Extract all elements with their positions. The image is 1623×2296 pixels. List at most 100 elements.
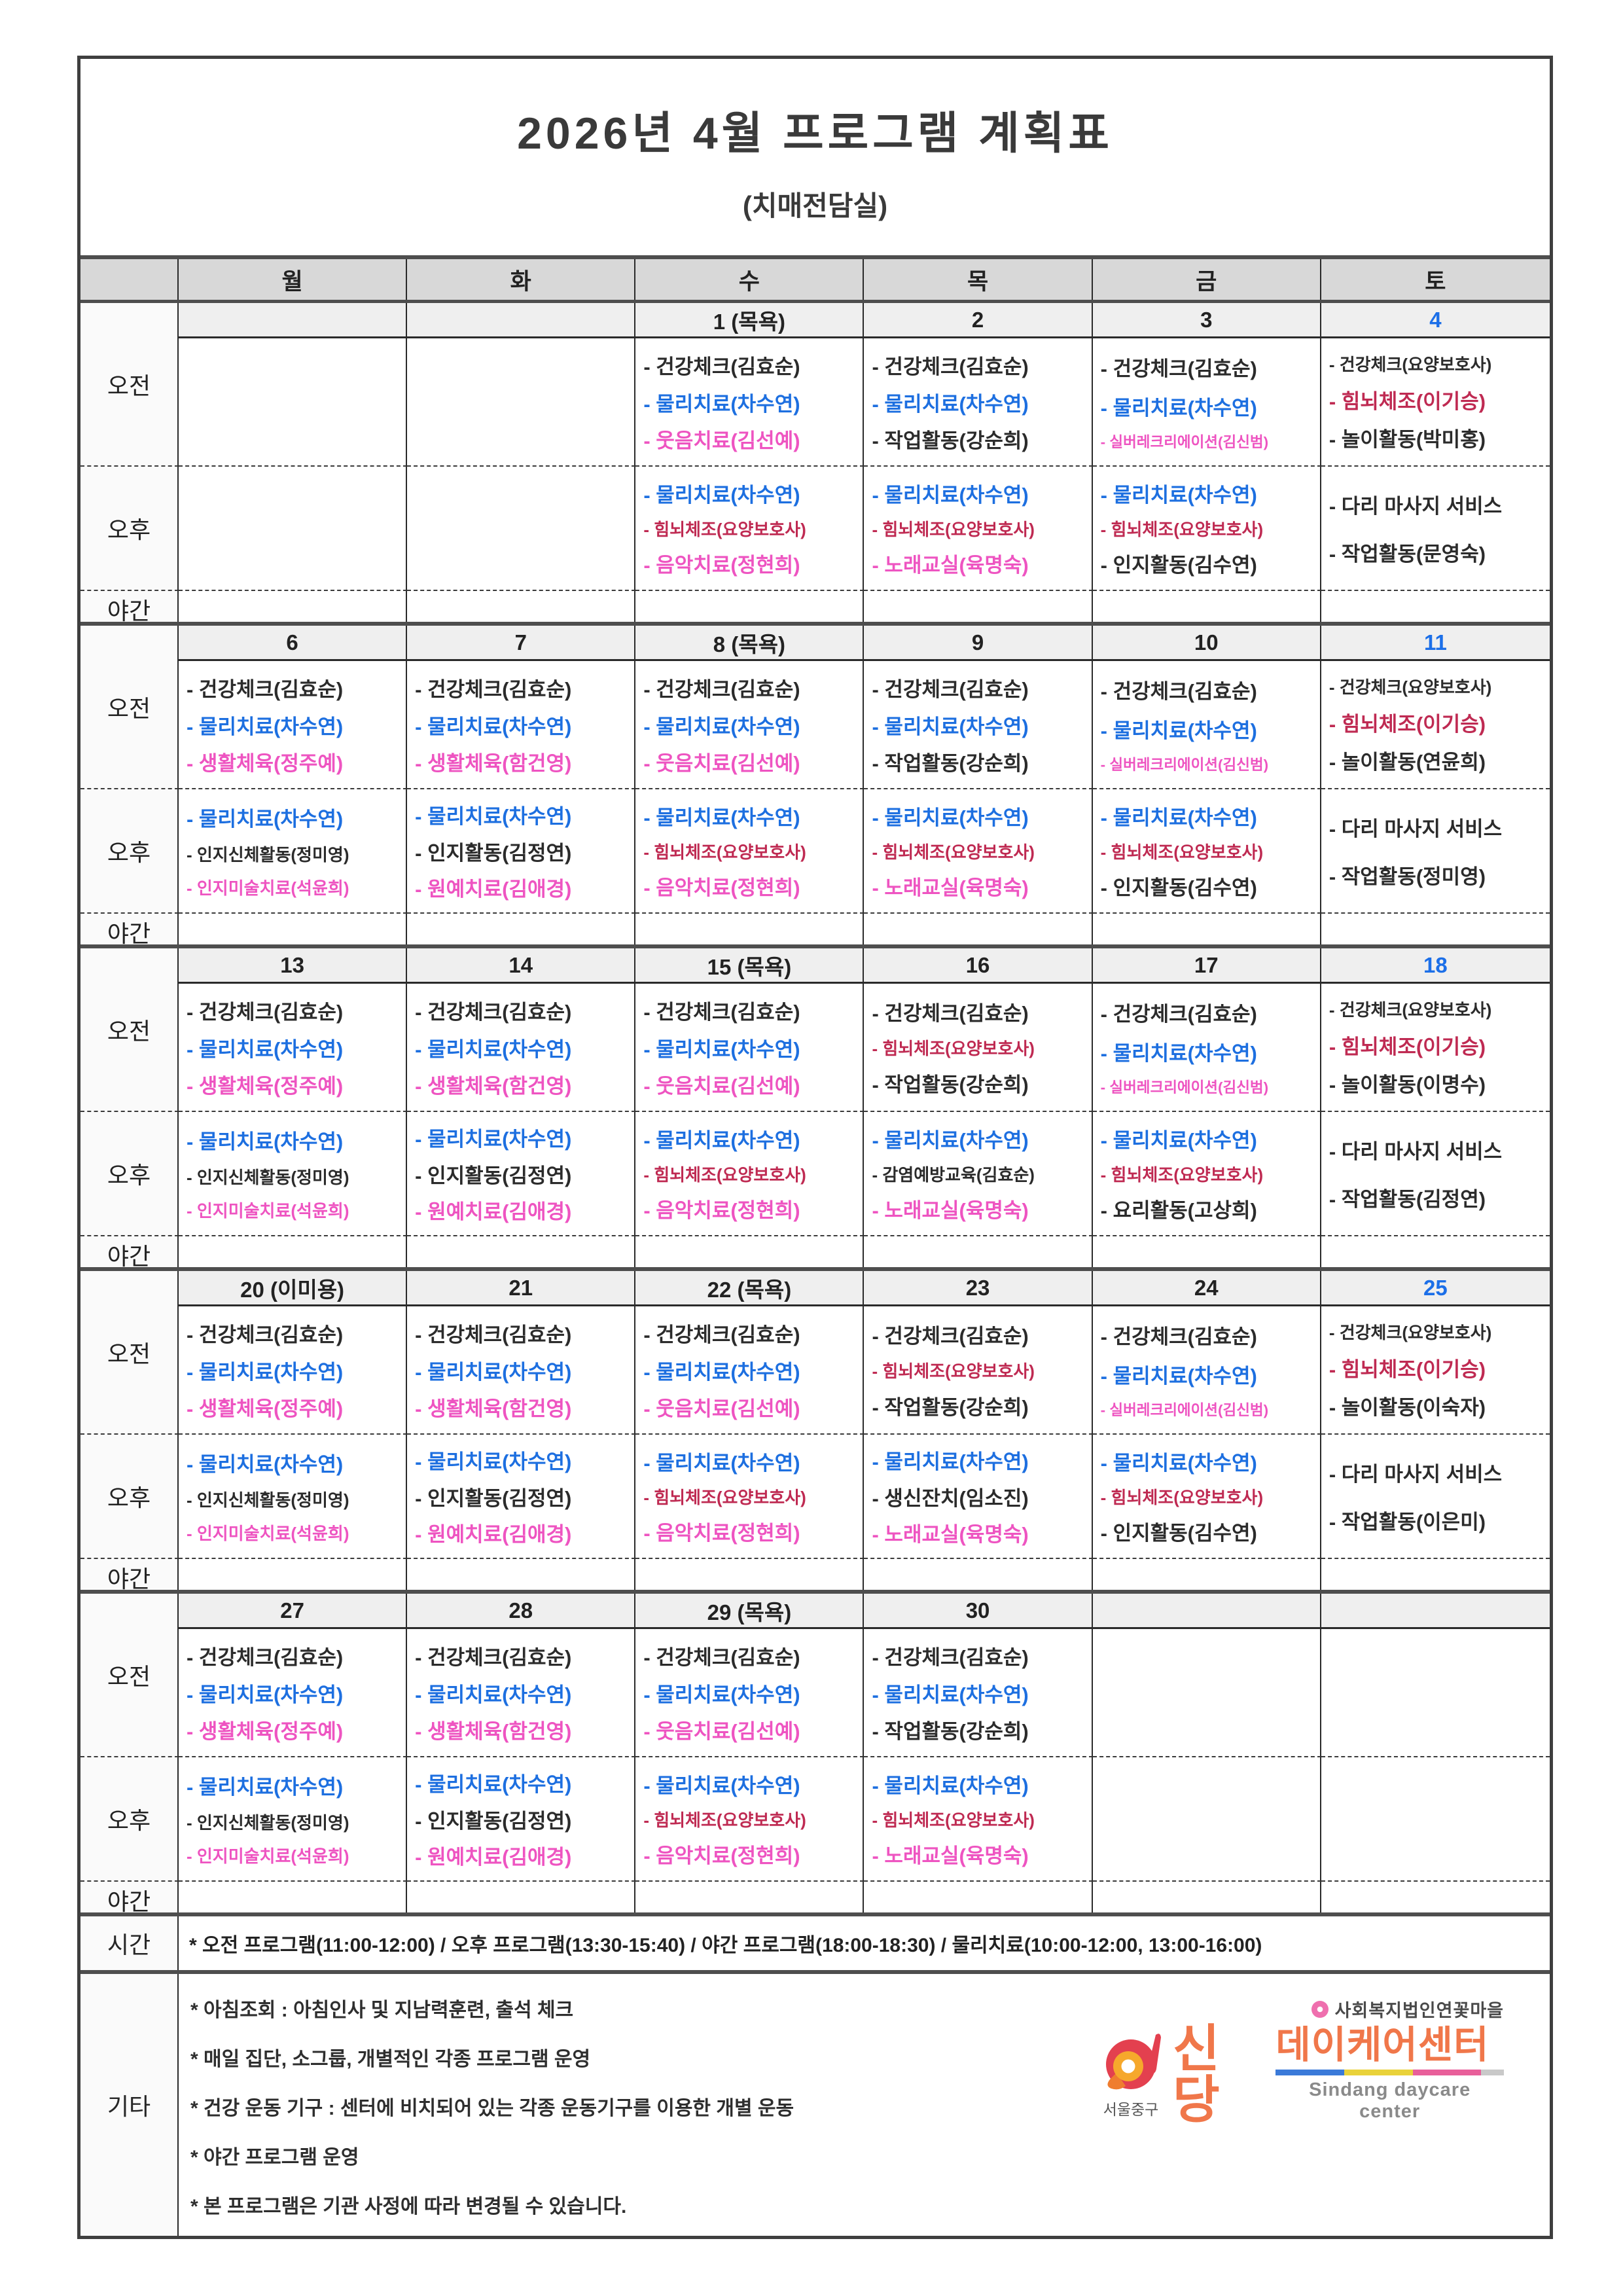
program-line: - 생활체육(정주예) — [187, 1397, 344, 1421]
program-line: - 물리치료(차수연) — [643, 1452, 800, 1475]
etc-note: * 아침조회 : 아침인사 및 지남력훈련, 출석 체크 — [190, 2000, 574, 2021]
row-label-night: 야간 — [80, 1882, 179, 1915]
program-line: - 놀이활동(박미홍) — [1329, 428, 1486, 452]
title-block: 2026년 4월 프로그램 계획표 (치매전담실) — [80, 59, 1550, 255]
date-cell — [179, 303, 408, 338]
program-line: - 건강체크(김효순) — [187, 1323, 344, 1346]
program-line: - 힘뇌체조(요양보호사) — [643, 1810, 806, 1830]
program-line: - 실버레크리에이션(김신범) — [1100, 757, 1269, 773]
program-cell-morning: - 건강체크(김효순) - 물리치료(차수연) - 생활체육(함건영) — [407, 1306, 636, 1435]
program-cell-night — [635, 1559, 865, 1590]
calendar-weeks: 오전 오후 야간 1 (목욕) 2 3 4- 건강체크(김효순) - 물리치료(차수연) - 웃… — [80, 303, 1550, 1915]
row-label-night: 야간 — [80, 1559, 179, 1592]
program-line: - 웃음치료(김선예) — [643, 1397, 800, 1421]
program-cell-afternoon: - 물리치료(차수연) - 인지신체활동(정미영) - 인지미술치료(석윤희) — [179, 789, 408, 914]
program-line: - 건강체크(김효순) — [1100, 1003, 1257, 1026]
row-label-afternoon: 오후 — [80, 1112, 179, 1236]
program-cell-afternoon: - 물리치료(차수연) - 인지활동(김정연) - 원예치료(김애경) — [407, 1435, 636, 1559]
row-label-morning: 오전 — [80, 303, 179, 467]
program-line: - 물리치료(차수연) — [643, 484, 800, 507]
program-cell-morning: - 건강체크(김효순) - 물리치료(차수연) - 웃음치료(김선예) — [635, 1629, 865, 1757]
program-line: - 생활체육(정주예) — [187, 1075, 344, 1098]
program-line: - 물리치료(차수연) — [872, 484, 1029, 507]
program-cell-afternoon: - 물리치료(차수연) - 힘뇌체조(요양보호사) - 인지활동(김수연) — [1092, 467, 1321, 591]
program-line: - 건강체크(요양보호사) — [1329, 999, 1492, 1020]
logo-name-main: 신당 — [1173, 2020, 1222, 2128]
program-line: - 건강체크(김효순) — [187, 677, 344, 701]
program-cell-night — [635, 1236, 865, 1267]
program-line: - 물리치료(차수연) — [1100, 806, 1257, 830]
program-cell-afternoon: - 물리치료(차수연) - 인지활동(김정연) - 원예치료(김애경) — [407, 1112, 636, 1236]
program-line: - 물리치료(차수연) — [1100, 1042, 1257, 1065]
week-block-3: 오전 오후 야간 13 14 15 (목욕) 16 17 18 - 건강체크(김효순) - 물리치료… — [80, 944, 1550, 1270]
logo-district: 서울중구 — [1103, 2101, 1159, 2118]
program-cell-night — [179, 591, 408, 622]
row-label-morning: 오전 — [80, 626, 179, 789]
program-line: - 원예치료(김애경) — [415, 877, 572, 901]
program-line: - 물리치료(차수연) — [415, 715, 572, 738]
program-cell-night — [1321, 1236, 1550, 1267]
date-cell: 16 — [864, 948, 1093, 984]
time-row: 시간 * 오전 프로그램(11:00-12:00) / 오후 프로그램(13:3… — [80, 1912, 1550, 1970]
program-line: - 힘뇌체조(요양보호사) — [643, 519, 806, 539]
program-line: - 놀이활동(이숙자) — [1329, 1396, 1486, 1420]
program-line: - 건강체크(김효순) — [643, 677, 800, 701]
program-cell-night — [1093, 1882, 1321, 1912]
lotus-flower-icon — [1311, 2000, 1329, 2018]
program-line: - 인지활동(김정연) — [415, 1164, 572, 1187]
program-line: - 건강체크(요양보호사) — [1329, 1322, 1492, 1342]
program-line: - 생활체육(정주예) — [187, 752, 344, 776]
program-cell-night — [407, 1236, 636, 1267]
program-line: - 힘뇌체조(이기승) — [1329, 1357, 1486, 1381]
row-label-morning: 오전 — [80, 1271, 179, 1435]
weekday-header-fri: 금 — [1093, 259, 1321, 300]
program-line: - 건강체크(김효순) — [415, 677, 572, 701]
program-line: - 요리활동(고상희) — [1100, 1198, 1257, 1222]
date-cell: 8 (목욕) — [635, 626, 865, 661]
date-cell: 15 (목욕) — [635, 948, 865, 984]
program-cell-morning — [1092, 1629, 1321, 1757]
program-cell-afternoon: - 물리치료(차수연) - 인지신체활동(정미영) - 인지미술치료(석윤희) — [179, 1112, 408, 1236]
program-line: - 건강체크(김효순) — [1100, 1325, 1257, 1348]
logo-english-name: Sindang daycare center — [1309, 2079, 1471, 2122]
weekday-header-mon: 월 — [179, 259, 408, 300]
date-cell: 3 — [1092, 303, 1321, 338]
program-cell-afternoon: - 다리 마사지 서비스 - 작업활동(문영숙) — [1321, 467, 1550, 591]
program-line: - 놀이활동(연윤희) — [1329, 751, 1486, 774]
program-cell-afternoon: - 물리치료(차수연) - 힘뇌체조(요양보호사) - 음악치료(정현희) — [635, 789, 865, 914]
program-line: - 인지활동(김정연) — [415, 841, 572, 865]
program-line: - 음악치료(정현희) — [643, 1844, 800, 1867]
week-block-4: 오전 오후 야간 20 (이미용) 21 22 (목욕) 23 24 25- 건강체크(김효순)… — [80, 1267, 1550, 1592]
program-cell-morning — [179, 338, 408, 467]
date-cell: 14 — [407, 948, 636, 984]
program-cell-night — [864, 1559, 1093, 1590]
program-line: - 다리 마사지 서비스 — [1329, 817, 1503, 840]
week-block-1: 오전 오후 야간 1 (목욕) 2 3 4 - 건강체크(김효순) - 물리치료(차수연) - 웃… — [80, 303, 1550, 624]
program-cell-morning: - 건강체크(김효순) - 물리치료(차수연) - 작업활동(강순희) — [864, 1629, 1093, 1757]
program-line: - 감염예방교육(김효순) — [872, 1164, 1035, 1185]
week-block-5: 오전 오후 야간 27 28 29 (목욕) 30 - 건강체크(김효순) - 물리치료(차수연… — [80, 1590, 1550, 1915]
program-line: - 음악치료(정현희) — [643, 1521, 800, 1545]
schedule-sheet: 2026년 4월 프로그램 계획표 (치매전담실) 월 화 수 목 금 토 오전… — [77, 56, 1553, 2239]
program-line: - 물리치료(차수연) — [643, 1129, 800, 1153]
program-cell-afternoon: - 물리치료(차수연) - 힘뇌체조(요양보호사) - 요리활동(고상희) — [1092, 1112, 1321, 1236]
program-line: - 노래교실(육명숙) — [872, 1522, 1029, 1546]
program-line: - 힘뇌체조(요양보호사) — [643, 842, 806, 862]
program-line: - 인지신체활동(정미영) — [187, 1490, 349, 1510]
program-line: - 작업활동(강순희) — [872, 429, 1029, 453]
program-cell-afternoon: - 물리치료(차수연) - 힘뇌체조(요양보호사) - 음악치료(정현희) — [635, 467, 865, 591]
program-line: - 인지활동(김수연) — [1100, 876, 1257, 899]
date-cell: 29 (목욕) — [635, 1594, 865, 1629]
etc-note: * 본 프로그램은 기관 사정에 따라 변경될 수 있습니다. — [190, 2196, 627, 2217]
program-cell-morning: - 건강체크(김효순) - 힘뇌체조(요양보호사) - 작업활동(강순희) — [864, 984, 1093, 1112]
program-line: - 물리치료(차수연) — [415, 1360, 572, 1384]
date-cell: 10 — [1092, 626, 1321, 661]
weekday-header-tue: 화 — [407, 259, 636, 300]
program-line: - 원예치료(김애경) — [415, 1522, 572, 1546]
logo-name-rest: 데이케어센터 — [1275, 2024, 1489, 2067]
program-line: - 물리치료(차수연) — [187, 808, 344, 831]
program-line: - 물리치료(차수연) — [187, 1037, 344, 1061]
program-line: - 생신잔치(임소진) — [872, 1486, 1029, 1510]
program-line: - 물리치료(차수연) — [872, 1774, 1029, 1798]
date-cell: 6 — [179, 626, 408, 661]
